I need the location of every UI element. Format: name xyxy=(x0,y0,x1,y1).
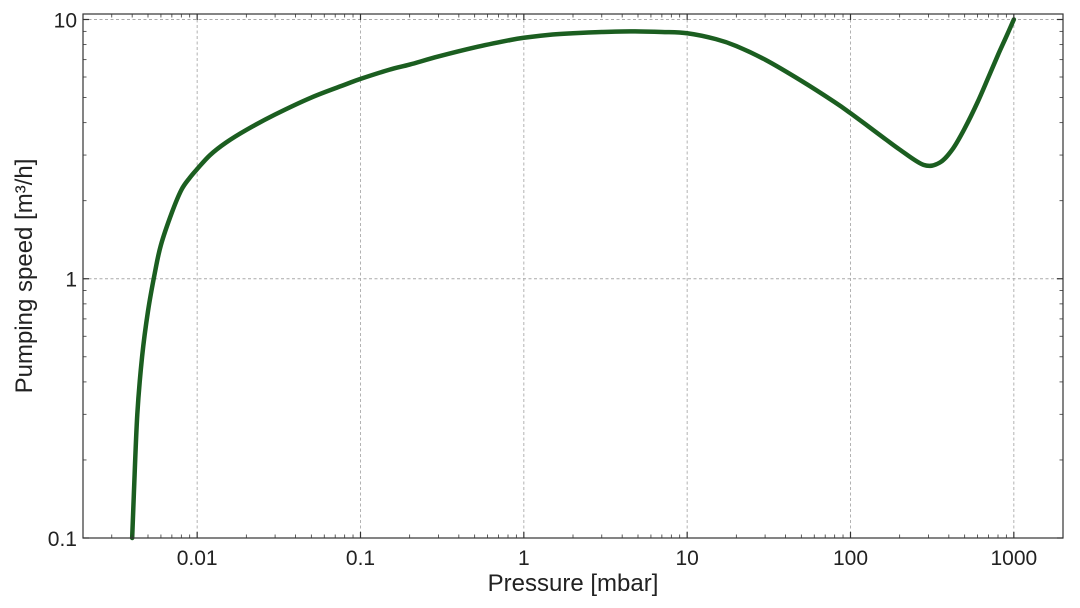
plot-frame xyxy=(82,13,1064,539)
tick-label-layer: 0.01 0.1 1 10 100 1000 0.1 1 10 xyxy=(48,9,1037,570)
x-tick-label: 0.1 xyxy=(346,547,375,570)
grid-layer xyxy=(83,14,1063,539)
x-tick-label: 1 xyxy=(518,547,530,570)
y-tick-label: 10 xyxy=(54,9,77,32)
x-axis-label: Pressure [mbar] xyxy=(488,570,659,597)
x-tick-label: 1000 xyxy=(990,547,1037,570)
y-tick-label: 1 xyxy=(65,269,77,292)
x-tick-label: 0.01 xyxy=(177,547,218,570)
x-tick-label: 100 xyxy=(833,547,868,570)
x-tick-label: 10 xyxy=(675,547,698,570)
y-axis-label: Pumping speed [m³/h] xyxy=(11,159,38,394)
tick-layer xyxy=(83,14,1063,539)
y-tick-label: 0.1 xyxy=(48,528,77,551)
series-line xyxy=(129,17,1017,541)
series-layer xyxy=(129,17,1017,541)
